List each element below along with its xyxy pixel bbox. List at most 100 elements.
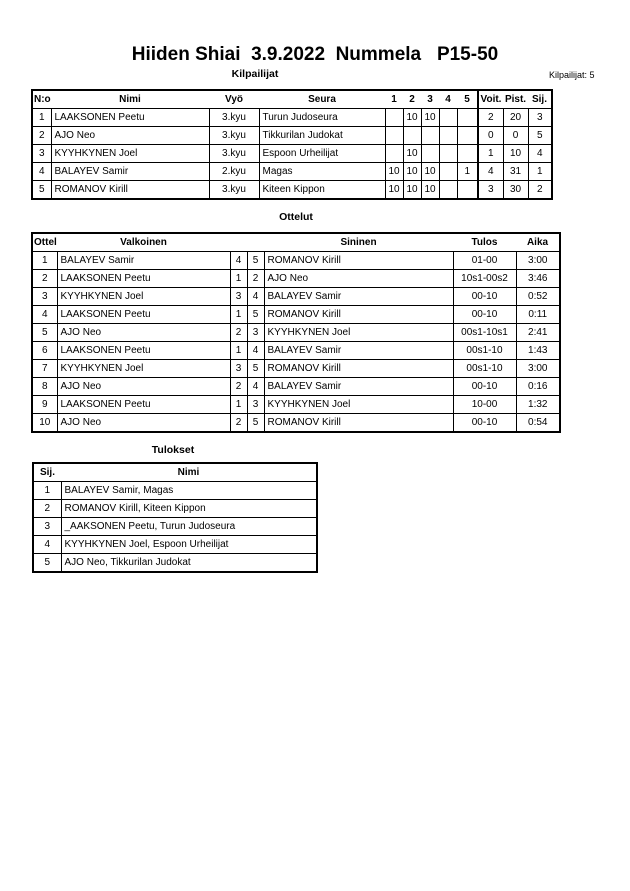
matches-cell: 1:43 — [515, 341, 561, 360]
competitors-cell — [420, 126, 440, 145]
competitors-cell: Magas — [258, 162, 386, 181]
competitors-header-2: Vyö — [209, 90, 259, 109]
matches-cell: 00-10 — [452, 413, 517, 433]
table-row: 3 KYYHKYNEN Joel 3.kyu Espoon Urheilijat 10 1… — [31, 144, 553, 163]
competitors-cell — [402, 126, 422, 145]
matches-cell: 2 — [31, 269, 58, 288]
matches-cell: 1 — [31, 251, 58, 270]
matches-cell: 00-10 — [452, 377, 517, 396]
competitors-heading: Kilpailijat — [231, 68, 279, 80]
matches-cell: LAAKSONEN Peetu — [56, 395, 231, 414]
competitors-cell: 1 — [527, 162, 553, 181]
table-row: 2 AJO Neo 3.kyu Tikkurilan Judokat 0 0 5 — [31, 126, 553, 145]
matches-cell: 4 — [229, 251, 248, 270]
competitors-cell: 10 — [420, 180, 440, 200]
results-cell: ROMANOV Kirill, Kiteen Kippon — [60, 499, 318, 518]
matches-cell: 3 — [246, 395, 265, 414]
matches-cell: 0:52 — [515, 287, 561, 306]
matches-cell: 5 — [246, 413, 265, 433]
table-row: 5 AJO Neo 2 3 KYYHKYNEN Joel 00s1-10s1 2:41 — [31, 323, 561, 342]
competitors-header-5: 2 — [403, 90, 421, 109]
table-row: 3 KYYHKYNEN Joel 3 4 BALAYEV Samir 00-10 0:52 — [31, 287, 561, 306]
matches-cell: BALAYEV Samir — [263, 377, 454, 396]
competitors-cell: 5 — [527, 126, 553, 145]
matches-cell: ROMANOV Kirill — [263, 305, 454, 324]
competitors-header-7: 4 — [439, 90, 457, 109]
competitors-header-11: Sij. — [528, 90, 552, 109]
competitors-cell: 10 — [402, 144, 422, 163]
competitors-cell: 1 — [456, 162, 479, 181]
competitors-cell — [456, 108, 479, 127]
competitor-count: Kilpailijat: 5 — [549, 70, 595, 80]
matches-cell: 3 — [229, 287, 248, 306]
matches-cell: 01-00 — [452, 251, 517, 270]
matches-cell: 00-10 — [452, 287, 517, 306]
results-cell: AJO Neo, Tikkurilan Judokat — [60, 553, 318, 573]
table-row: 3 _AAKSONEN Peetu, Turun Judoseura — [32, 517, 318, 536]
competitors-cell: ROMANOV Kirill — [50, 180, 210, 200]
matches-cell: 3:46 — [515, 269, 561, 288]
matches-header-5: Tulos — [453, 233, 516, 252]
competitors-cell: 10 — [402, 108, 422, 127]
competitors-cell: 10 — [420, 162, 440, 181]
table-row: 1 LAAKSONEN Peetu 3.kyu Turun Judoseura 10 10… — [31, 108, 553, 127]
matches-cell: 10 — [31, 413, 58, 433]
matches-cell: 9 — [31, 395, 58, 414]
competitors-cell: 2 — [477, 108, 504, 127]
competitors-header-0: N:o — [32, 90, 51, 109]
matches-cell: 0:16 — [515, 377, 561, 396]
competitors-cell: 0 — [477, 126, 504, 145]
matches-cell: LAAKSONEN Peetu — [56, 269, 231, 288]
matches-cell: 1 — [229, 305, 248, 324]
table-row: 10 AJO Neo 2 5 ROMANOV Kirill 00-10 0:54 — [31, 413, 561, 433]
competitors-cell: 5 — [31, 180, 52, 200]
results-header-1: Nimi — [61, 463, 317, 482]
competitors-cell: 20 — [502, 108, 529, 127]
competitors-cell: 31 — [502, 162, 529, 181]
competitors-cell: 30 — [502, 180, 529, 200]
matches-cell: 3 — [246, 323, 265, 342]
competitors-cell: Kiteen Kippon — [258, 180, 386, 200]
competitors-cell: 1 — [477, 144, 504, 163]
competitors-cell — [438, 180, 458, 200]
table-row: 5 AJO Neo, Tikkurilan Judokat — [32, 553, 318, 573]
matches-cell: BALAYEV Samir — [263, 341, 454, 360]
matches-heading: Ottelut — [279, 211, 313, 223]
table-row: 5 ROMANOV Kirill 3.kyu Kiteen Kippon 10 10 10 3… — [31, 180, 553, 200]
matches-cell: 1 — [229, 341, 248, 360]
competitors-cell: 2 — [527, 180, 553, 200]
matches-cell: 4 — [246, 377, 265, 396]
results-header-0: Sij. — [33, 463, 61, 482]
competitors-cell: 3.kyu — [208, 126, 260, 145]
matches-cell: 0:54 — [515, 413, 561, 433]
matches-cell: 00s1-10 — [452, 359, 517, 378]
matches-cell: 0:11 — [515, 305, 561, 324]
competitors-cell — [420, 144, 440, 163]
matches-header-4: Sininen — [264, 233, 453, 252]
matches-cell: 5 — [246, 251, 265, 270]
matches-cell: 4 — [31, 305, 58, 324]
competitors-cell — [456, 144, 479, 163]
matches-cell: KYYHKYNEN Joel — [56, 287, 231, 306]
matches-cell: 2 — [229, 413, 248, 433]
competitors-header-6: 3 — [421, 90, 439, 109]
table-row: 6 LAAKSONEN Peetu 1 4 BALAYEV Samir 00s1-10 1:… — [31, 341, 561, 360]
competitors-cell: 10 — [402, 180, 422, 200]
page-title: Hiiden Shiai 3.9.2022 Nummela P15-50 — [131, 44, 499, 65]
results-cell: 4 — [32, 535, 62, 554]
competitors-cell: 3.kyu — [208, 108, 260, 127]
competitors-header-10: Pist. — [503, 90, 528, 109]
matches-cell: BALAYEV Samir — [56, 251, 231, 270]
matches-cell: 1:32 — [515, 395, 561, 414]
table-row: 4 KYYHKYNEN Joel, Espoon Urheilijat — [32, 535, 318, 554]
results-cell: 5 — [32, 553, 62, 573]
matches-cell: ROMANOV Kirill — [263, 413, 454, 433]
matches-cell: 2 — [246, 269, 265, 288]
table-row: 1 BALAYEV Samir, Magas — [32, 481, 318, 500]
matches-cell: 3:00 — [515, 359, 561, 378]
competitors-cell: Espoon Urheilijat — [258, 144, 386, 163]
competitors-cell: 3 — [31, 144, 52, 163]
competitors-table: N:o Nimi Vyö Seura 1 2 3 4 5 Voit. Pist. Sij. 1 LAAKS… — [31, 89, 553, 200]
matches-cell: 1 — [229, 395, 248, 414]
